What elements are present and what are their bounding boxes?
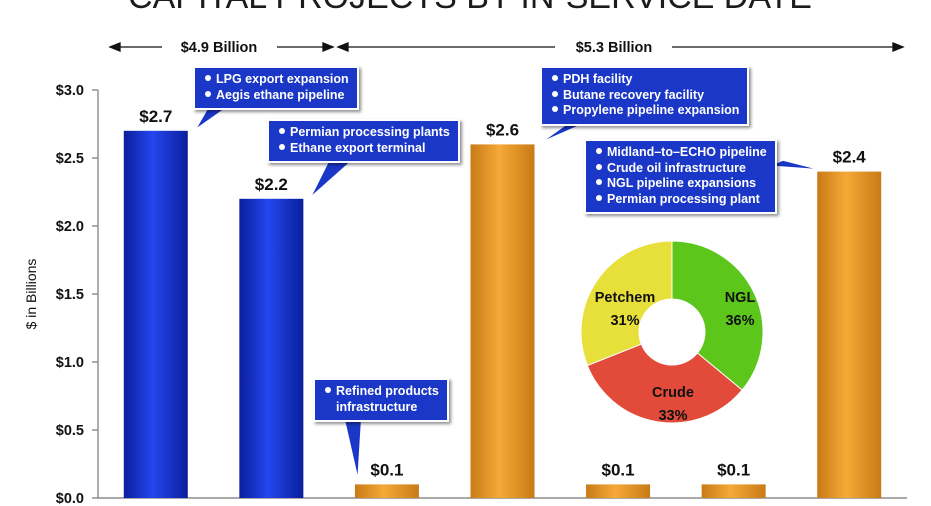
callout-text: Butane recovery facility <box>563 87 705 102</box>
pie-label-crude: Crude <box>652 385 694 401</box>
callout-text: Ethane export terminal <box>290 140 426 155</box>
callout-2-pointer <box>309 157 357 199</box>
bar-3 <box>354 484 419 498</box>
bullet-icon <box>596 148 602 154</box>
pie-slice-ngl <box>671 240 764 391</box>
callout-permian-ethane: Permian processing plants Ethane export … <box>267 119 460 163</box>
pie-value-crude: 33% <box>658 408 687 424</box>
y-tick-label: $1.5 <box>56 287 84 303</box>
chart-title: CAPITAL PROJECTS BY IN-SERVICE DATE <box>128 0 812 16</box>
bar-4 <box>470 144 535 498</box>
pie-label-petchem: Petchem <box>595 290 655 306</box>
pie-value-ngl: 36% <box>725 313 754 329</box>
bullet-icon <box>205 90 211 97</box>
span-label-2: $5.3 Billion <box>576 40 653 56</box>
y-tick-label: $0.5 <box>56 423 84 439</box>
callout-text: Permian processing plant <box>607 191 760 206</box>
pie-value-petchem: 31% <box>610 313 639 329</box>
callout-refined-products: Refined products infrastructure <box>313 378 449 422</box>
bar-7 <box>817 171 882 498</box>
bar-1 <box>123 130 188 499</box>
bar-6 <box>701 484 766 498</box>
pie-slice-crude <box>586 343 743 424</box>
callout-text: LPG export expansion <box>216 72 349 86</box>
bullet-icon <box>552 75 558 81</box>
bullet-icon <box>596 163 602 170</box>
y-axis-label: $ in Billions <box>23 259 39 330</box>
bullet-icon <box>552 90 558 97</box>
callout-text: Midland–to–ECHO pipeline <box>607 145 767 159</box>
callout-lpg-aegis: LPG export expansion Aegis ethane pipeli… <box>193 66 359 110</box>
callout-3-pointer <box>342 413 363 481</box>
pie-slice-petchem <box>580 240 673 367</box>
bullet-icon <box>279 128 285 134</box>
bar-value-label: $2.2 <box>255 175 288 194</box>
bar-value-label: $0.1 <box>370 460 403 479</box>
bullet-icon <box>205 75 211 81</box>
span-arrows <box>108 42 905 52</box>
bullet-icon <box>279 143 285 150</box>
y-tick-label: $3.0 <box>56 83 84 99</box>
bar-value-label: $0.1 <box>717 460 750 479</box>
callout-midland-crude-ngl: Midland–to–ECHO pipeline Crude oil infra… <box>584 139 777 214</box>
y-tick-label: $2.0 <box>56 219 84 235</box>
bar-value-label: $2.6 <box>486 120 519 139</box>
bar-value-label: $2.4 <box>833 148 867 167</box>
span-label-1: $4.9 Billion <box>181 40 258 56</box>
callout-text: PDH facility <box>563 72 633 86</box>
bullet-icon <box>552 106 558 112</box>
callout-text: Propylene pipeline expansion <box>563 103 740 117</box>
bar-2 <box>239 198 304 499</box>
callout-text: NGL pipeline expansions <box>607 176 757 190</box>
bar-value-label: $0.1 <box>602 460 635 479</box>
y-tick-label: $2.5 <box>56 151 84 167</box>
callout-text: Permian processing plants <box>290 125 450 139</box>
y-tick-label: $0.0 <box>56 491 84 506</box>
callout-text: infrastructure <box>336 399 418 414</box>
y-tick-label: $1.0 <box>56 355 84 371</box>
callout-pdh-butane-propylene: PDH facility Butane recovery facility Pr… <box>540 66 750 126</box>
callout-text: Crude oil infrastructure <box>607 160 746 175</box>
pie-label-ngl: NGL <box>725 290 756 306</box>
bar-value-label: $2.7 <box>139 107 172 126</box>
bullet-icon <box>596 179 602 185</box>
callout-text: Refined products <box>336 384 439 398</box>
bullet-icon <box>596 194 602 201</box>
callout-text: Aegis ethane pipeline <box>216 87 345 102</box>
bar-5 <box>586 484 651 498</box>
bullet-icon <box>325 387 331 393</box>
